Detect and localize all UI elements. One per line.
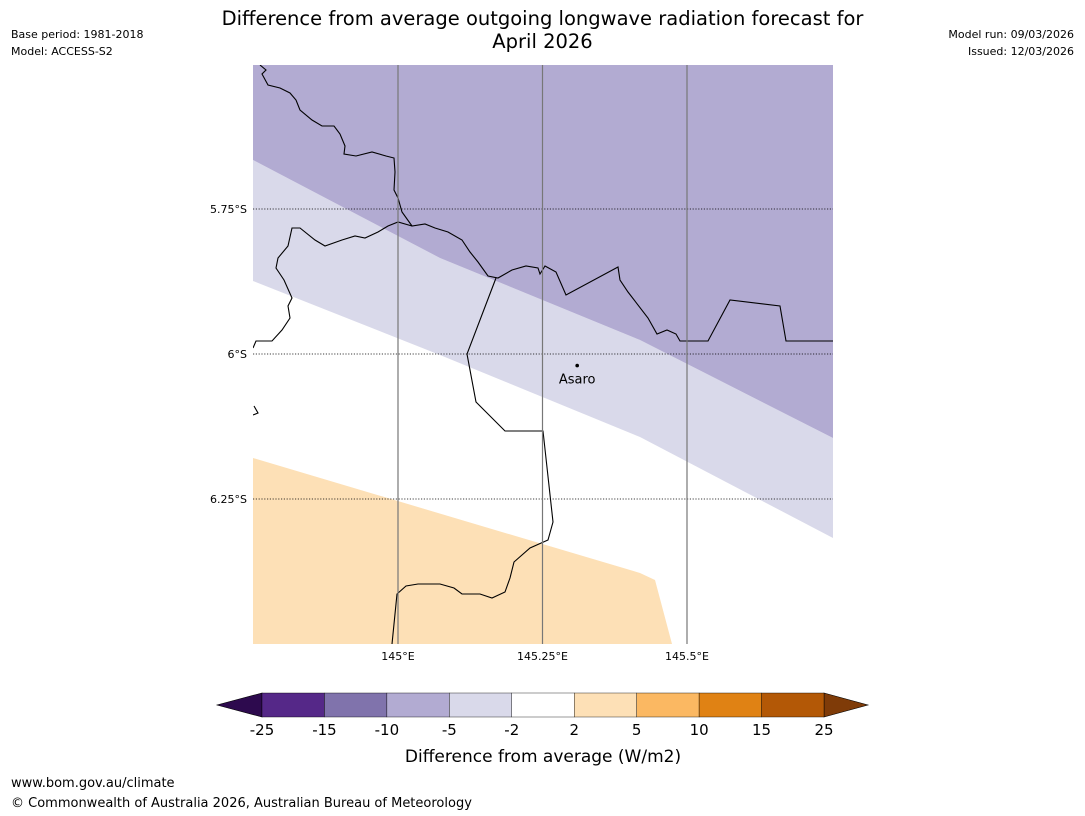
province-boundary	[391, 277, 554, 644]
title-line-1: Difference from average outgoing longwav…	[221, 7, 864, 30]
latitude-label: 6.25°S	[210, 493, 247, 506]
model-text: Model: ACCESS-S2	[11, 45, 113, 58]
region-boundary-north	[259, 65, 833, 342]
graticule	[253, 65, 833, 644]
region-boundary-west	[253, 221, 413, 349]
colorbar-segment	[386, 692, 450, 718]
map-title: Difference from average outgoing longwav…	[180, 7, 905, 53]
colorbar-tick-label: -10	[375, 721, 400, 739]
colorbar-segment	[761, 692, 825, 718]
title-line-2: April 2026	[492, 30, 593, 53]
latitude-label: 6°S	[228, 348, 247, 361]
colorbar-tick-label: -25	[250, 721, 275, 739]
place-label-asaro: Asaro	[559, 373, 596, 388]
colorbar-tick-label: 25	[814, 721, 833, 739]
latitude-label: 5.75°S	[210, 203, 247, 216]
colorbar-segment	[261, 692, 325, 718]
colorbar-tick-label: -15	[312, 721, 337, 739]
header-left: Base period: 1981-2018 Model: ACCESS-S2	[11, 26, 143, 60]
colorbar-segments	[215, 692, 870, 718]
colorbar-tick-label: 2	[569, 721, 579, 739]
longitude-label: 145.25°E	[517, 650, 568, 663]
colorbar-segment	[574, 692, 637, 718]
colorbar-segment	[511, 692, 575, 718]
forecast-map: Asaro 5.75°S 6°S 6.25°S 145°E 145.25°E 145.5°…	[210, 65, 833, 663]
longitude-label: 145°E	[381, 650, 414, 663]
colorbar-tick-label: 15	[752, 721, 771, 739]
colorbar-tick-label: 10	[690, 721, 709, 739]
model-run-text: Model run: 09/03/2026	[948, 28, 1074, 41]
colorbar-tick-label: 5	[632, 721, 642, 739]
colorbar-segment	[324, 692, 388, 718]
base-period-text: Base period: 1981-2018	[11, 28, 144, 41]
colorbar-label: Difference from average (W/m2)	[405, 747, 681, 767]
colorbar-segment	[636, 692, 700, 718]
issued-text: Issued: 12/03/2026	[967, 45, 1074, 58]
colorbar-segment	[449, 692, 512, 718]
colorbar-under-arrow	[215, 692, 263, 718]
axis-labels: 5.75°S 6°S 6.25°S 145°E 145.25°E 145.5°E	[210, 203, 709, 663]
anomaly-band-2-5	[253, 458, 672, 644]
footer-url[interactable]: www.bom.gov.au/climate	[11, 776, 175, 791]
colorbar-tick-label: -5	[442, 721, 457, 739]
coast-fragment	[253, 405, 259, 416]
colorbar-tick-label: -2	[504, 721, 519, 739]
place-marker-asaro	[575, 363, 579, 368]
colorbar: -25 -15 -10 -5 -2 2 5 10 15 25 Difference from av…	[215, 692, 870, 767]
footer: www.bom.gov.au/climate © Commonwealth of…	[11, 774, 472, 814]
header-right: Model run: 09/03/2026 Issued: 12/03/2026	[948, 26, 1074, 60]
colorbar-over-arrow	[823, 692, 870, 718]
footer-copyright: © Commonwealth of Australia 2026, Austra…	[11, 796, 472, 811]
map-plot-area: Asaro	[253, 65, 833, 644]
colorbar-ticks: -25 -15 -10 -5 -2 2 5 10 15 25	[250, 721, 834, 739]
colorbar-segment	[698, 692, 762, 718]
longitude-label: 145.5°E	[665, 650, 709, 663]
